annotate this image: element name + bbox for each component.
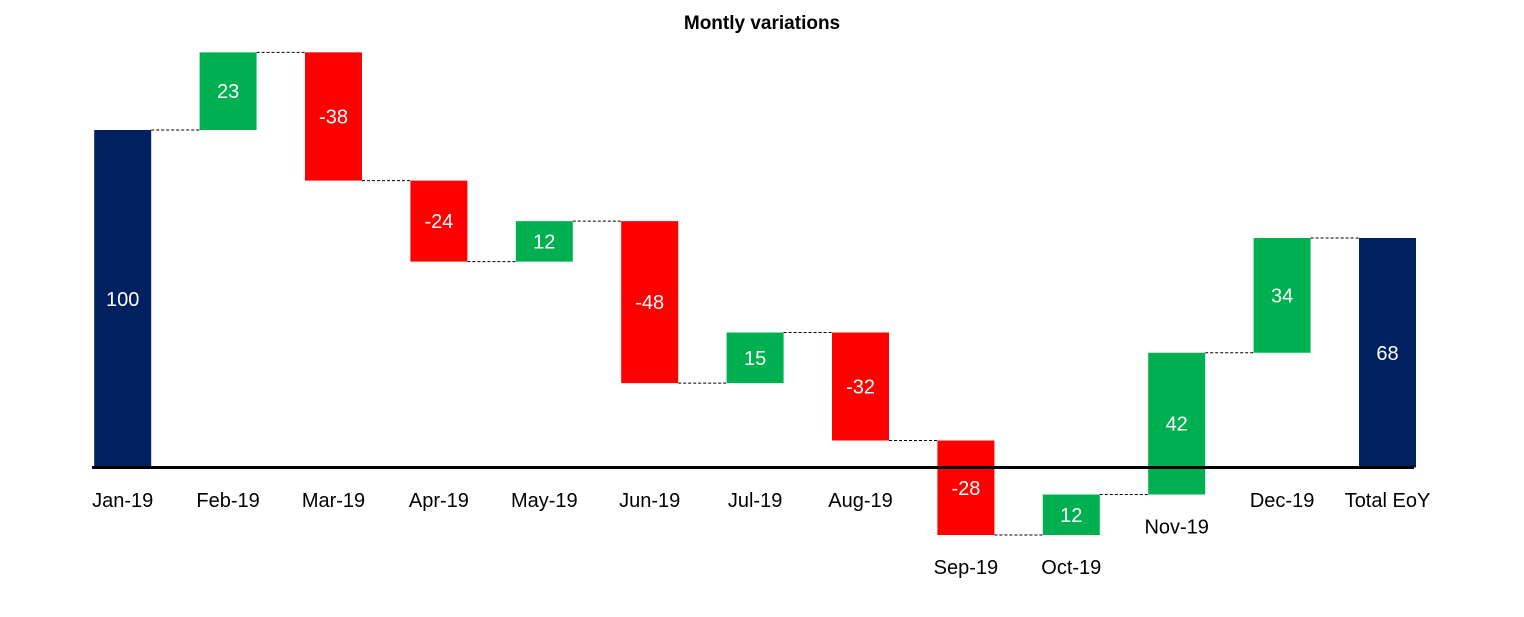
- value-label-may-19: 12: [533, 231, 555, 253]
- value-label-sep-19: -28: [951, 478, 980, 500]
- value-label-nov-19: 42: [1166, 414, 1188, 436]
- bar-jan-19: [94, 130, 152, 468]
- connector-lines: [151, 51, 1359, 536]
- value-label-apr-19: -24: [424, 211, 453, 233]
- bar-sep-19: [937, 440, 995, 535]
- value-label-total-eoy: 68: [1376, 343, 1398, 365]
- value-label-jul-19: 15: [744, 348, 766, 370]
- value-label-dec-19: 34: [1271, 285, 1293, 307]
- bar-nov-19: [1148, 352, 1206, 495]
- x-tick-label-dec-19: Dec-19: [1250, 490, 1314, 512]
- bar-dec-19: [1253, 238, 1311, 353]
- value-label-oct-19: 12: [1060, 505, 1082, 527]
- bar-mar-19: [305, 52, 362, 181]
- bar-feb-19: [199, 52, 257, 130]
- bar-oct-19: [1042, 494, 1100, 535]
- x-tick-label-may-19: May-19: [511, 490, 578, 512]
- x-tick-label-apr-19: Apr-19: [409, 490, 469, 512]
- bar-jul-19: [726, 332, 784, 384]
- bar-jun-19: [621, 221, 679, 384]
- x-tick-label-nov-19: Nov-19: [1144, 517, 1208, 539]
- x-tick-label-jun-19: Jun-19: [619, 490, 680, 512]
- x-tick-label-jul-19: Jul-19: [728, 490, 782, 512]
- bar-may-19: [515, 221, 573, 262]
- x-tick-label-sep-19: Sep-19: [934, 557, 999, 579]
- value-labels-group: 100 23 -38 -24 12 -48 15 -32 -28 12 42 34 68: [106, 81, 1399, 527]
- value-label-feb-19: 23: [217, 81, 239, 103]
- bar-total-eoy: [1359, 238, 1416, 468]
- category-labels-group: Jan-19 Feb-19 Mar-19 Apr-19 May-19 Jun-19 Jul-…: [92, 490, 1430, 579]
- value-label-aug-19: -32: [846, 377, 875, 399]
- x-tick-label-feb-19: Feb-19: [196, 490, 259, 512]
- value-label-jan-19: 100: [106, 289, 139, 311]
- x-tick-label-aug-19: Aug-19: [828, 490, 893, 512]
- value-label-jun-19: -48: [635, 292, 664, 314]
- value-label-mar-19: -38: [319, 107, 348, 129]
- chart-title: Montly variations: [684, 13, 840, 34]
- bars-group: [94, 52, 1416, 535]
- x-tick-label-oct-19: Oct-19: [1041, 557, 1101, 579]
- x-tick-label-jan-19: Jan-19: [92, 490, 153, 512]
- bar-aug-19: [832, 332, 889, 441]
- bar-apr-19: [410, 180, 468, 262]
- x-tick-label-mar-19: Mar-19: [302, 490, 365, 512]
- x-tick-label-total-eoy: Total EoY: [1345, 490, 1431, 512]
